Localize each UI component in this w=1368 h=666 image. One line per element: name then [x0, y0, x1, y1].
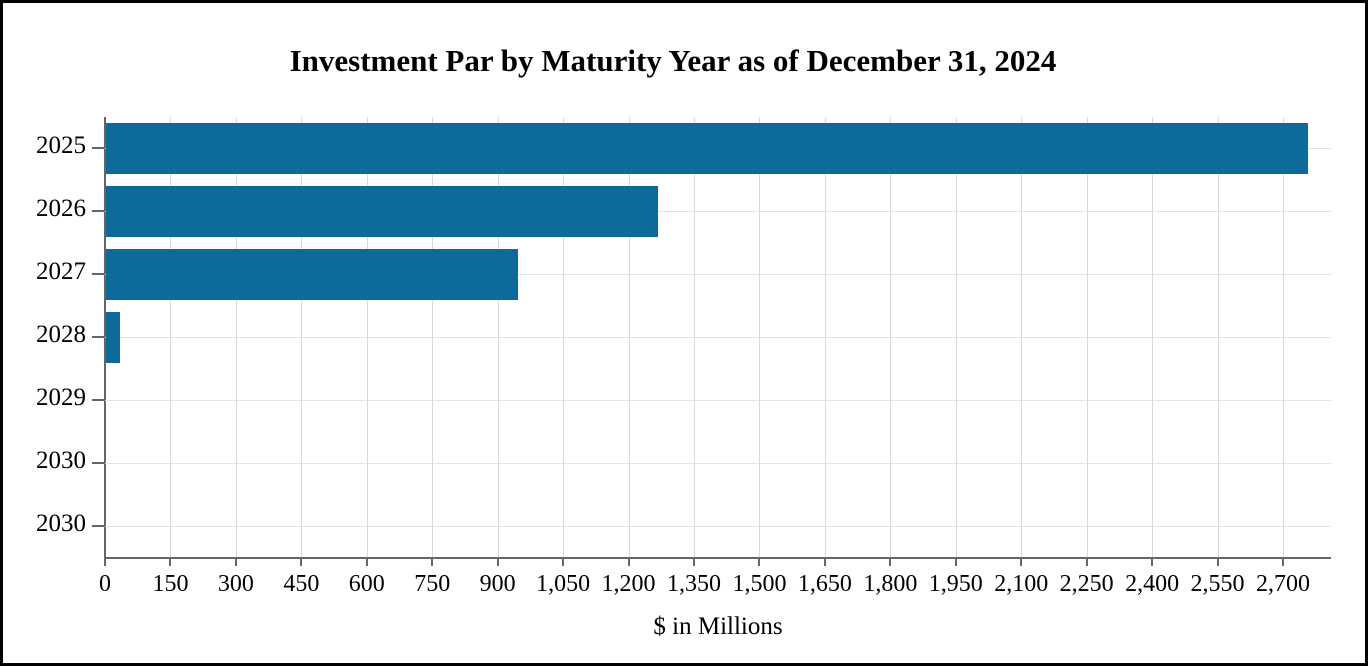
vertical-gridline — [628, 117, 630, 557]
y-category-label: 2026 — [36, 195, 86, 223]
x-tick-label: 2,250 — [1059, 571, 1114, 597]
x-axis-tick — [954, 557, 957, 566]
vertical-gridline — [432, 117, 434, 557]
horizontal-gridline — [105, 525, 1331, 527]
y-axis-tick — [92, 273, 105, 276]
x-tick-label: 2,400 — [1125, 571, 1180, 597]
vertical-gridline — [694, 117, 695, 557]
vertical-gridline — [759, 117, 761, 557]
y-category-label: 2029 — [36, 383, 86, 411]
vertical-gridline — [1086, 117, 1088, 557]
bar-2025 — [106, 122, 1308, 174]
x-axis-tick — [823, 557, 826, 566]
vertical-gridline — [497, 117, 499, 557]
x-tick-label: 1,350 — [667, 571, 721, 597]
vertical-gridline — [235, 117, 237, 557]
x-axis-tick — [693, 557, 695, 566]
x-axis-tick — [431, 557, 434, 566]
x-tick-label: 600 — [348, 571, 385, 597]
vertical-gridline — [824, 117, 826, 557]
vertical-gridline — [563, 117, 565, 557]
x-axis-tick — [300, 557, 303, 566]
x-axis-label: $ in Millions — [653, 613, 783, 640]
y-axis-tick — [92, 524, 105, 527]
x-axis-tick — [627, 557, 630, 566]
horizontal-gridline — [105, 462, 1331, 464]
x-axis-tick — [889, 557, 892, 566]
x-tick-label: 1,650 — [797, 571, 852, 597]
x-axis-tick — [1216, 557, 1219, 566]
x-axis-tick — [496, 557, 499, 566]
y-axis-tick — [92, 398, 105, 401]
vertical-gridline — [1217, 117, 1219, 557]
plot-area — [104, 117, 1331, 559]
x-axis-tick — [234, 557, 237, 566]
bar-2028 — [106, 311, 121, 363]
x-tick-label: 1,800 — [863, 571, 918, 597]
chart-title: Investment Par by Maturity Year as of De… — [289, 43, 1057, 78]
x-tick-label: 750 — [414, 571, 451, 597]
horizontal-gridline — [105, 274, 1331, 276]
vertical-gridline — [366, 117, 368, 557]
x-axis-tick — [169, 557, 172, 566]
x-axis-tick — [562, 557, 565, 566]
x-tick-label: 150 — [152, 571, 189, 597]
y-axis-tick — [92, 210, 105, 213]
vertical-gridline — [955, 117, 957, 557]
x-axis-tick — [1151, 557, 1154, 566]
y-category-label: 2030 — [36, 509, 86, 537]
y-axis-tick — [92, 147, 105, 150]
x-tick-label: 2,700 — [1256, 571, 1310, 597]
vertical-gridline — [170, 117, 172, 557]
x-tick-label: 450 — [283, 571, 320, 597]
vertical-gridline — [1152, 117, 1154, 557]
x-axis-line — [104, 557, 1331, 559]
y-category-label: 2030 — [36, 446, 86, 474]
vertical-gridline — [1021, 117, 1023, 557]
vertical-gridline — [890, 117, 892, 557]
x-tick-label: 1,200 — [601, 571, 656, 597]
horizontal-gridline — [105, 399, 1331, 401]
x-axis-tick — [1282, 557, 1284, 566]
x-tick-label: 1,050 — [536, 571, 591, 597]
y-axis-tick — [92, 336, 105, 338]
horizontal-gridline — [105, 211, 1331, 213]
x-axis-tick — [1085, 557, 1088, 566]
y-category-label: 2025 — [36, 132, 86, 160]
y-category-label: 2027 — [36, 258, 86, 286]
x-axis-tick — [365, 557, 368, 566]
x-tick-label: 0 — [99, 571, 111, 597]
vertical-gridline — [1283, 117, 1284, 557]
x-tick-label: 2,100 — [994, 571, 1049, 597]
x-tick-label: 300 — [217, 571, 254, 597]
x-tick-label: 2,550 — [1190, 571, 1245, 597]
horizontal-gridline — [105, 337, 1331, 338]
y-category-label: 2028 — [36, 321, 86, 348]
x-tick-label: 1,950 — [928, 571, 983, 597]
bar-2027 — [106, 248, 519, 300]
x-axis-tick — [758, 557, 761, 566]
x-axis-tick — [104, 557, 106, 566]
x-tick-label: 1,500 — [732, 571, 787, 597]
bar-2026 — [106, 185, 658, 237]
x-tick-label: 900 — [479, 571, 516, 597]
vertical-gridline — [301, 117, 303, 557]
x-axis-tick — [1020, 557, 1023, 566]
y-axis-tick — [92, 461, 105, 464]
